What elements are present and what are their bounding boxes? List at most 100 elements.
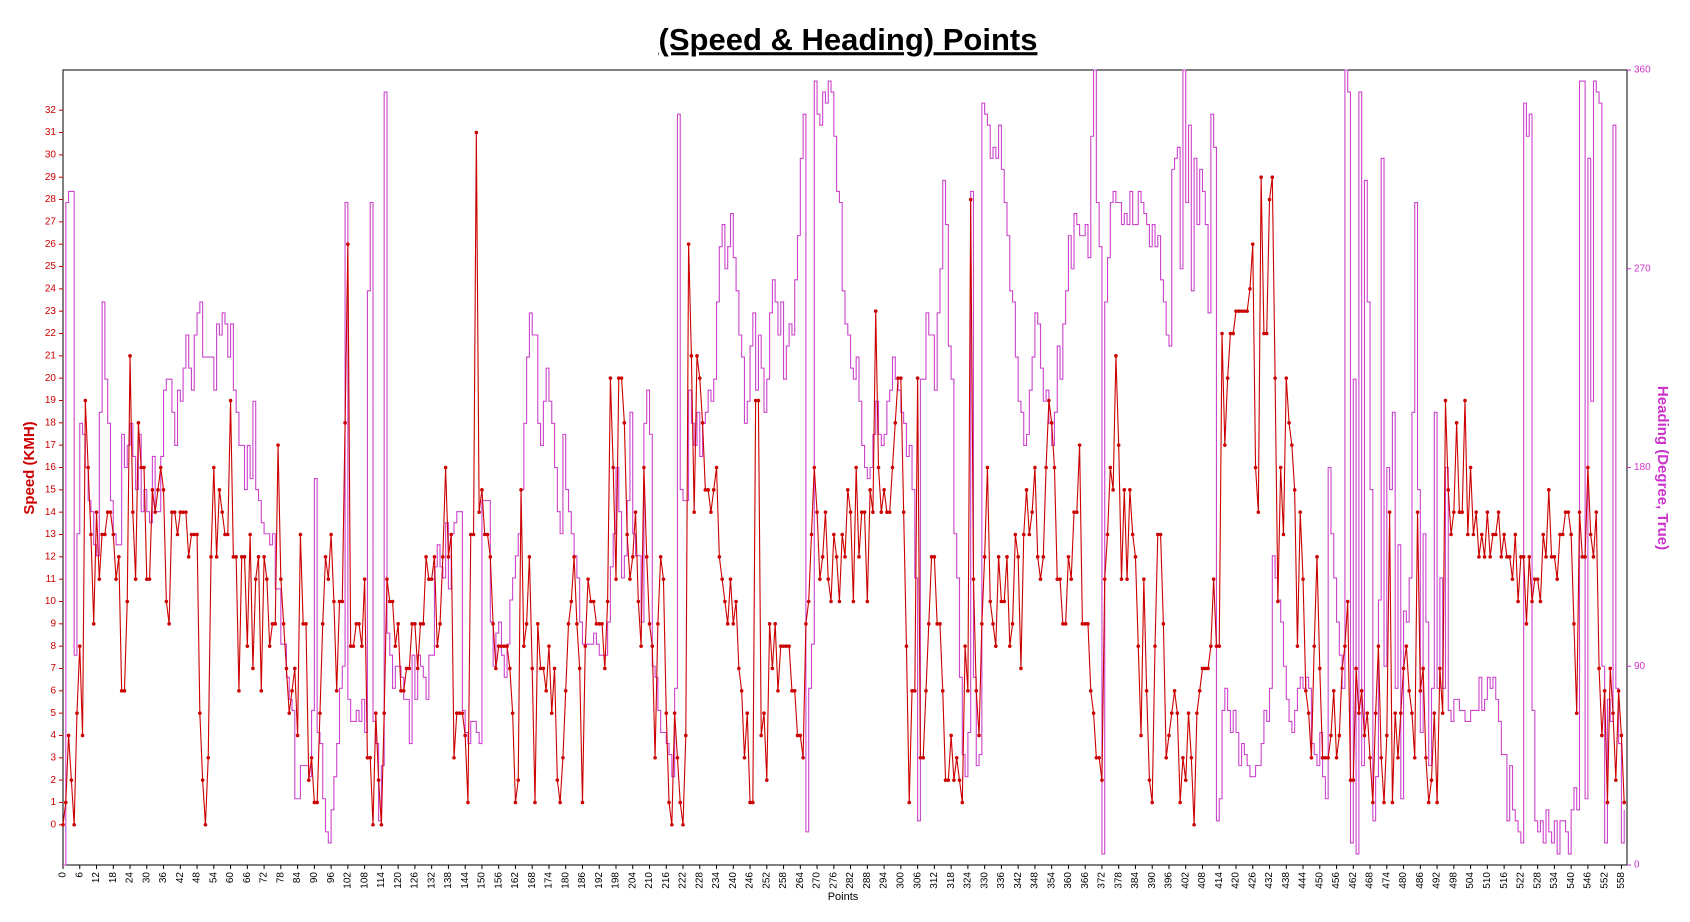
speed-point bbox=[804, 622, 808, 626]
speed-point bbox=[1192, 823, 1196, 827]
speed-point bbox=[1591, 555, 1596, 559]
y-tick-label: 26 bbox=[45, 239, 57, 250]
x-tick-label: 390 bbox=[1147, 872, 1158, 889]
speed-point bbox=[1108, 465, 1113, 470]
speed-point bbox=[1614, 778, 1618, 782]
speed-point bbox=[337, 599, 342, 604]
speed-point bbox=[742, 756, 747, 760]
speed-point bbox=[901, 510, 906, 514]
speed-point bbox=[1379, 756, 1384, 760]
speed-point bbox=[454, 711, 459, 715]
speed-point bbox=[1507, 555, 1512, 559]
x-tick-label: 450 bbox=[1314, 872, 1325, 889]
speed-point bbox=[1549, 555, 1554, 559]
speed-point bbox=[228, 398, 233, 403]
speed-point bbox=[1493, 532, 1498, 537]
speed-point bbox=[1077, 443, 1082, 447]
speed-point bbox=[535, 622, 540, 626]
speed-point bbox=[862, 510, 867, 514]
speed-point bbox=[1161, 622, 1166, 626]
speed-point bbox=[1075, 510, 1079, 514]
speed-point bbox=[887, 510, 892, 514]
x-tick-label: 336 bbox=[996, 872, 1007, 889]
speed-point bbox=[1535, 577, 1540, 581]
speed-point bbox=[765, 778, 769, 782]
x-tick-label: 132 bbox=[426, 872, 437, 889]
speed-point bbox=[910, 689, 914, 693]
x-tick-label: 414 bbox=[1214, 872, 1225, 889]
speed-point bbox=[723, 599, 727, 604]
speed-point bbox=[569, 599, 574, 604]
x-tick-label: 144 bbox=[460, 872, 471, 889]
x-tick-label: 420 bbox=[1231, 872, 1242, 889]
speed-point bbox=[709, 510, 713, 514]
speed-point bbox=[583, 644, 588, 648]
y-tick-label: 28 bbox=[45, 194, 57, 205]
speed-point bbox=[1066, 555, 1071, 559]
y-tick-label: 9 bbox=[50, 618, 56, 629]
speed-point bbox=[1463, 398, 1467, 403]
speed-point bbox=[890, 465, 895, 470]
y-tick-label: 31 bbox=[45, 127, 57, 138]
speed-point bbox=[256, 555, 261, 559]
speed-point bbox=[387, 599, 392, 604]
speed-point bbox=[773, 622, 777, 626]
speed-point bbox=[320, 622, 325, 626]
speed-point bbox=[1083, 622, 1087, 626]
speed-point bbox=[225, 532, 230, 537]
x-tick-label: 366 bbox=[1080, 872, 1091, 889]
speed-point bbox=[343, 421, 347, 425]
speed-point bbox=[1466, 532, 1470, 537]
speed-point bbox=[253, 577, 258, 581]
speed-point bbox=[128, 354, 132, 358]
speed-point bbox=[340, 599, 345, 604]
speed-point bbox=[144, 577, 149, 581]
speed-point bbox=[1505, 555, 1509, 559]
speed-point bbox=[91, 622, 96, 626]
speed-point bbox=[1611, 711, 1615, 715]
speed-point bbox=[351, 644, 356, 648]
x-tick-label: 330 bbox=[979, 872, 990, 889]
y-tick-label: 27 bbox=[45, 216, 57, 227]
speed-point bbox=[374, 711, 378, 715]
speed-point bbox=[1273, 376, 1277, 380]
speed-point bbox=[1583, 555, 1587, 559]
x-tick-label: 528 bbox=[1532, 872, 1543, 889]
x-tick-label: 138 bbox=[443, 872, 454, 889]
speed-point bbox=[1128, 488, 1132, 492]
speed-point bbox=[1454, 421, 1459, 425]
speed-point bbox=[899, 376, 903, 380]
speed-point bbox=[323, 555, 328, 559]
x-tick-label: 72 bbox=[259, 872, 270, 884]
speed-point bbox=[499, 644, 504, 648]
speed-point bbox=[360, 644, 364, 648]
speed-point bbox=[845, 488, 850, 492]
speed-point bbox=[75, 711, 79, 715]
x-tick-label: 48 bbox=[192, 872, 203, 884]
speed-point bbox=[658, 555, 663, 559]
x-tick-label: 90 bbox=[309, 872, 320, 884]
speed-point bbox=[1290, 443, 1294, 447]
x-tick-label: 504 bbox=[1465, 872, 1476, 889]
speed-point bbox=[153, 510, 157, 514]
chart-title: (Speed & Heading) Points bbox=[659, 22, 1038, 57]
speed-point bbox=[1214, 644, 1219, 648]
speed-point bbox=[245, 644, 250, 648]
speed-point bbox=[181, 510, 185, 514]
speed-point bbox=[1097, 756, 1101, 760]
speed-point bbox=[1278, 465, 1283, 470]
x-tick-label: 54 bbox=[208, 872, 219, 884]
speed-point bbox=[1521, 555, 1526, 559]
speed-point bbox=[1189, 756, 1194, 760]
y-tick-label: 25 bbox=[45, 261, 57, 272]
speed-point bbox=[1116, 443, 1121, 447]
speed-point bbox=[1225, 376, 1230, 380]
speed-point bbox=[1049, 421, 1054, 425]
speed-point bbox=[418, 622, 423, 626]
speed-point bbox=[80, 733, 85, 738]
speed-point bbox=[974, 689, 979, 693]
speed-point bbox=[1309, 756, 1314, 760]
speed-point bbox=[1130, 532, 1135, 537]
speed-point bbox=[1418, 689, 1423, 693]
